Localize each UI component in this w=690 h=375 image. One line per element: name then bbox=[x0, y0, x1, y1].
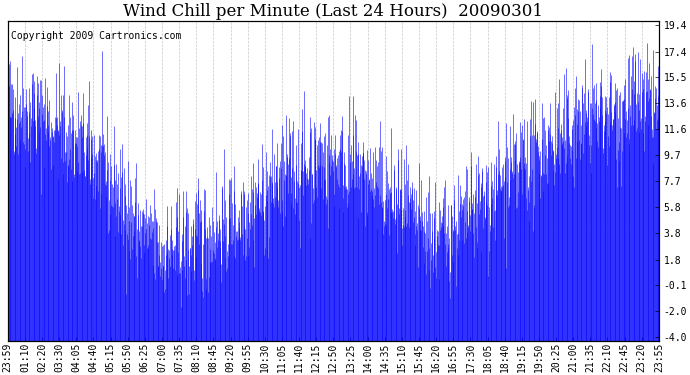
Title: Wind Chill per Minute (Last 24 Hours)  20090301: Wind Chill per Minute (Last 24 Hours) 20… bbox=[124, 3, 543, 20]
Text: Copyright 2009 Cartronics.com: Copyright 2009 Cartronics.com bbox=[11, 31, 181, 41]
